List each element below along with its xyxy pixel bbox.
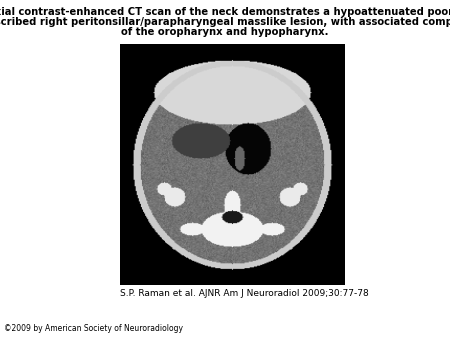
Text: circumscribed right peritonsillar/parapharyngeal masslike lesion, with associate: circumscribed right peritonsillar/paraph… [0,17,450,27]
Text: of the oropharynx and hypopharynx.: of the oropharynx and hypopharynx. [121,27,329,37]
Text: AJNR: AJNR [291,298,362,322]
Text: Axial contrast-enhanced CT scan of the neck demonstrates a hypoattenuated poorly: Axial contrast-enhanced CT scan of the n… [0,7,450,17]
Text: S.P. Raman et al. AJNR Am J Neuroradiol 2009;30:77-78: S.P. Raman et al. AJNR Am J Neuroradiol … [120,289,369,298]
Text: ©2009 by American Society of Neuroradiology: ©2009 by American Society of Neuroradiol… [4,324,183,333]
Text: AMERICAN JOURNAL OF NEURORADIOLOGY: AMERICAN JOURNAL OF NEURORADIOLOGY [291,322,375,326]
